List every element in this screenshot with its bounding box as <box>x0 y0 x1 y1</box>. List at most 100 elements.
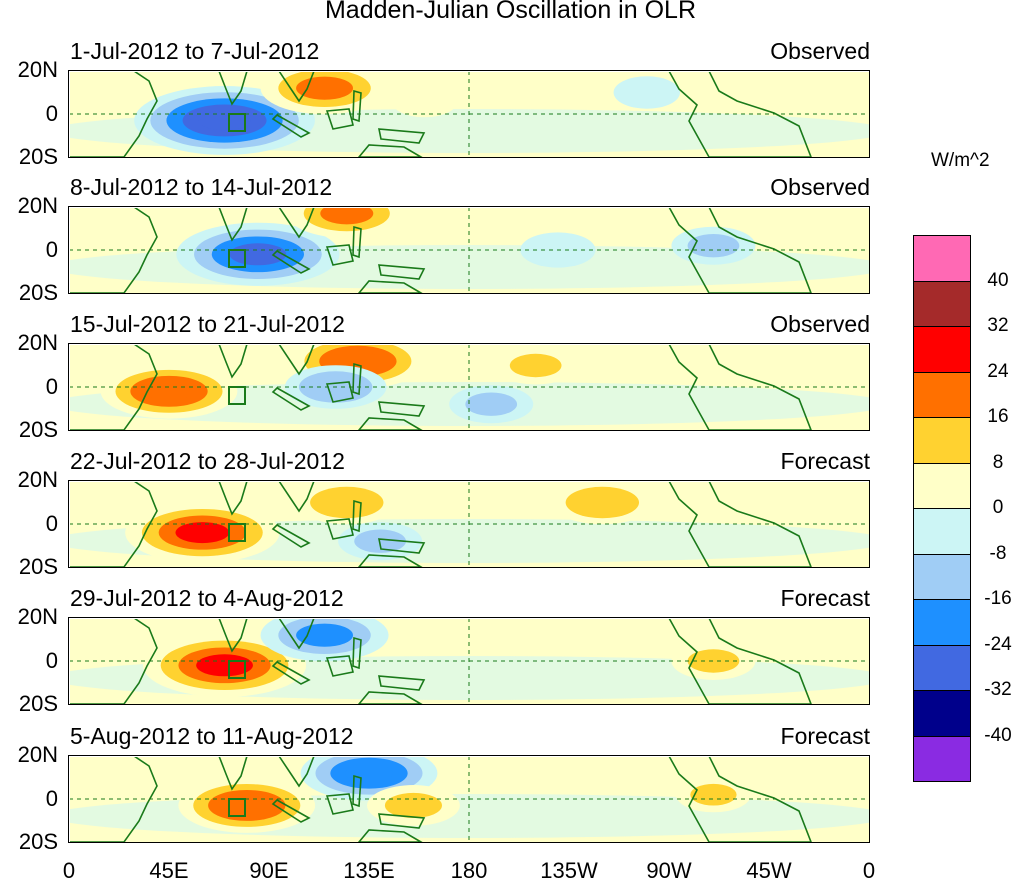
y-tick-label: 20N <box>17 193 58 218</box>
coastline <box>352 225 362 259</box>
reference-box <box>228 798 246 817</box>
olr-anomaly-map <box>70 619 870 705</box>
anomaly-contour <box>404 91 445 112</box>
reference-box <box>228 660 246 679</box>
olr-anomaly-map <box>70 72 870 158</box>
colorbar-swatch <box>913 690 971 737</box>
coastline <box>325 381 354 403</box>
colorbar-swatch <box>913 553 971 600</box>
colorbar-label: 0 <box>992 497 1004 518</box>
y-tick-label: 20N <box>17 742 58 767</box>
x-tick-label: 0 <box>62 858 76 883</box>
panel-kind: Forecast <box>780 448 870 474</box>
coastline <box>278 72 315 103</box>
colorbar-label: -32 <box>984 679 1012 700</box>
coastline <box>668 619 813 705</box>
anomaly-contour <box>579 492 625 513</box>
coastline <box>378 538 426 554</box>
map-panel: 1-Jul-2012 to 7-Jul-2012 Observed <box>68 38 870 158</box>
anomaly-contour <box>690 783 737 806</box>
colorbar-label: -16 <box>984 588 1012 609</box>
coastline <box>378 128 426 144</box>
coastline <box>218 208 248 242</box>
coastline <box>218 72 248 106</box>
colorbar-label: 16 <box>987 406 1009 427</box>
anomaly-contour <box>175 522 230 544</box>
anomaly-contour <box>320 208 374 225</box>
map-panel: 5-Aug-2012 to 11-Aug-2012 Forecast <box>68 723 870 843</box>
panel-kind: Observed <box>770 174 870 200</box>
anomaly-contour <box>626 82 668 103</box>
coastline <box>278 619 315 650</box>
coastline <box>668 757 813 843</box>
colorbar-units-label: W/m^2 <box>931 150 990 171</box>
anomaly-contour <box>198 110 251 131</box>
reference-box <box>228 113 246 132</box>
colorbar <box>913 235 971 782</box>
anomaly-contour <box>296 76 353 100</box>
panel-date-range: 5-Aug-2012 to 11-Aug-2012 <box>70 723 354 749</box>
y-tick-label: 0 <box>45 511 58 536</box>
y-tick-label: 0 <box>45 237 58 262</box>
colorbar-swatch <box>913 462 971 509</box>
coastline <box>218 482 248 516</box>
anomaly-contour <box>229 243 287 266</box>
anomaly-contour <box>145 381 193 401</box>
panel-date-range: 1-Jul-2012 to 7-Jul-2012 <box>70 38 320 64</box>
coastline <box>668 345 813 431</box>
anomaly-contour <box>296 623 353 647</box>
olr-anomaly-map <box>70 482 870 568</box>
coastline <box>325 518 354 540</box>
y-tick-label: 0 <box>45 374 58 399</box>
coastline <box>378 813 426 829</box>
y-tick-label: 20S <box>18 554 58 579</box>
coastline <box>352 499 362 533</box>
panel-kind: Forecast <box>780 723 870 749</box>
y-tick-label: 20S <box>18 144 58 169</box>
y-tick-label: 20N <box>17 604 58 629</box>
anomaly-contour <box>509 353 562 378</box>
y-tick-label: 20S <box>18 280 58 305</box>
anomaly-contour <box>196 654 253 677</box>
anomaly-contour <box>384 792 442 819</box>
y-tick-label: 20S <box>18 829 58 854</box>
colorbar-swatch <box>913 371 971 418</box>
olr-anomaly-map <box>70 345 870 431</box>
colorbar-swatch <box>913 599 971 646</box>
coastline <box>668 72 813 158</box>
x-tick-label: 45E <box>149 858 189 883</box>
coastline <box>378 675 426 691</box>
x-tick-label: 180 <box>450 858 488 883</box>
colorbar-label: -40 <box>984 724 1012 746</box>
panel-date-range: 22-Jul-2012 to 28-Jul-2012 <box>70 448 345 474</box>
coastline <box>271 114 311 138</box>
colorbar-swatch <box>913 735 971 782</box>
anomaly-contour <box>222 795 271 815</box>
coastline <box>352 774 362 808</box>
reference-box <box>228 523 246 542</box>
panel-kind: Forecast <box>780 585 870 611</box>
olr-anomaly-map <box>70 208 870 294</box>
coastline <box>378 401 426 417</box>
coastline <box>325 793 354 815</box>
anomaly-contour <box>465 392 518 416</box>
page-title: Madden-Julian Oscillation in OLR <box>324 0 696 24</box>
coastline <box>378 264 426 280</box>
y-tick-label: 20S <box>18 417 58 442</box>
anomaly-contour <box>324 492 370 513</box>
map-panel: 15-Jul-2012 to 21-Jul-2012 Observed <box>68 311 870 431</box>
x-tick-label: 45W <box>746 858 792 883</box>
colorbar-label: 32 <box>987 315 1009 336</box>
map-panel: 22-Jul-2012 to 28-Jul-2012 Forecast <box>68 448 870 568</box>
y-tick-label: 0 <box>45 648 58 673</box>
coastline <box>278 757 315 788</box>
colorbar-swatch <box>913 326 971 373</box>
y-tick-label: 20N <box>17 467 58 492</box>
anomaly-contour <box>687 649 740 673</box>
x-tick-label: 90E <box>249 858 289 883</box>
colorbar-swatch <box>913 644 971 691</box>
colorbar-swatch <box>913 417 971 464</box>
panel-kind: Observed <box>770 311 870 337</box>
x-tick-label: 135E <box>343 858 395 883</box>
coastline <box>271 661 311 685</box>
